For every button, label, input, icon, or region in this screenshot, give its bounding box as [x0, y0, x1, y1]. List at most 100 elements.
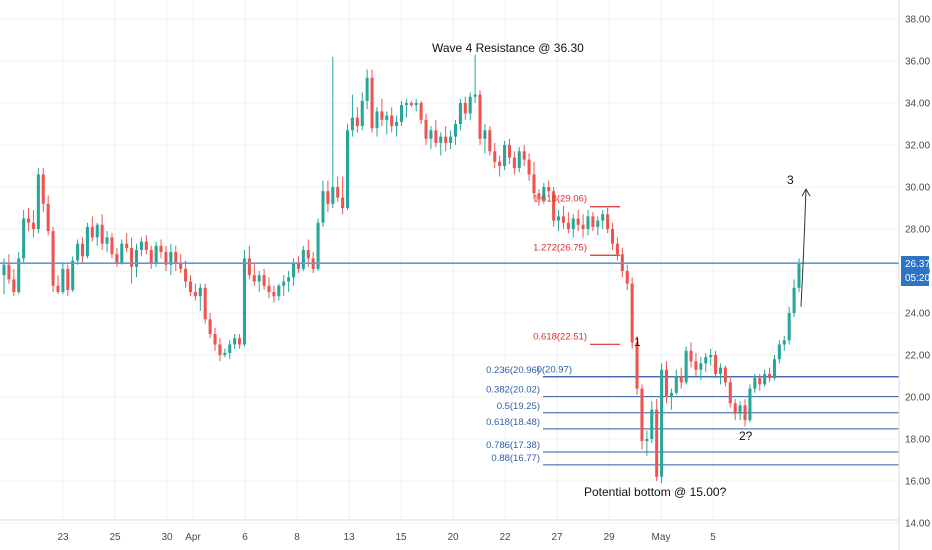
candle	[341, 176, 345, 215]
candle-body	[596, 220, 600, 227]
candle-body	[120, 243, 124, 263]
candle-body	[424, 119, 428, 139]
candle-body	[758, 378, 762, 385]
candle	[635, 336, 639, 395]
candle	[331, 56, 335, 208]
candle	[238, 334, 242, 349]
candle	[2, 258, 6, 295]
candle	[655, 399, 659, 481]
candle-body	[777, 344, 781, 360]
candle-body	[537, 193, 541, 200]
candle	[41, 168, 45, 213]
candle-body	[257, 275, 261, 282]
candle	[777, 340, 781, 364]
x-tick-label: 27	[551, 532, 563, 543]
candle-body	[331, 187, 335, 204]
candle-body	[527, 159, 531, 175]
candle	[203, 283, 207, 324]
candle-body	[601, 214, 605, 221]
candle-body	[203, 287, 207, 320]
candle	[782, 336, 786, 351]
candle-body	[66, 268, 70, 290]
candle	[424, 113, 428, 145]
candle-body	[463, 103, 467, 114]
candle-body	[458, 103, 462, 124]
candle	[134, 243, 139, 278]
fib-blue-label: 0.786(17.38)	[486, 440, 540, 451]
candle-body	[709, 355, 713, 358]
candle-body	[292, 262, 296, 278]
candle	[296, 256, 300, 274]
candle-body	[321, 191, 325, 223]
candle	[542, 182, 546, 204]
candle	[90, 216, 94, 242]
candle-body	[355, 117, 359, 127]
candle-body	[71, 260, 75, 290]
countdown-value: 05:20	[905, 273, 930, 284]
candle	[723, 365, 727, 387]
candle-body	[218, 344, 222, 355]
candle	[159, 239, 163, 259]
y-tick-label: 16.00	[905, 477, 930, 488]
candle-body	[125, 243, 129, 248]
candle-body	[370, 77, 374, 129]
candle	[772, 355, 776, 381]
candle-body	[660, 369, 664, 477]
candle	[282, 275, 286, 297]
fib-blue-label: 0.236(20.96)	[486, 365, 540, 376]
candle-body	[591, 216, 595, 227]
candle	[596, 216, 600, 236]
candle-body	[213, 334, 217, 345]
candle-body	[159, 245, 163, 253]
candle	[380, 98, 384, 127]
candle	[610, 222, 615, 250]
candle	[664, 361, 669, 404]
candle-body	[645, 439, 649, 442]
candle	[272, 285, 276, 303]
candle-body	[51, 231, 55, 286]
candle	[493, 142, 497, 169]
candle	[630, 277, 634, 349]
candle	[395, 115, 399, 137]
candle-body	[718, 367, 723, 374]
candle	[463, 96, 467, 120]
candle-body	[41, 174, 45, 204]
candle-body	[542, 187, 546, 200]
grid	[0, 0, 899, 524]
candle-body	[503, 145, 507, 166]
candle	[76, 239, 80, 265]
candle-body	[615, 243, 619, 255]
candle	[31, 210, 35, 238]
candle-body	[478, 94, 482, 139]
candle	[375, 107, 379, 137]
candle-body	[610, 229, 615, 244]
candle	[252, 262, 256, 286]
candle-body	[507, 145, 511, 158]
x-tick-label: Apr	[185, 532, 201, 543]
x-axis[interactable]: 23 25 30 Apr 6 8 13 15 20 22 27 29 May 5	[57, 532, 716, 543]
candle-body	[635, 342, 639, 389]
candle-body	[179, 262, 183, 269]
candle	[95, 222, 99, 246]
candle	[85, 222, 89, 259]
candle	[689, 342, 693, 368]
candle	[615, 237, 619, 261]
candle	[748, 384, 752, 423]
candle-body	[630, 283, 634, 343]
candle-body	[728, 382, 732, 404]
candle-body	[277, 285, 281, 297]
candle	[483, 124, 487, 154]
y-tick-label: 24.00	[905, 309, 930, 320]
candle-body	[76, 243, 80, 261]
candle	[586, 210, 590, 236]
candle-body	[12, 279, 16, 292]
x-tick-label: 5	[710, 532, 716, 543]
candle	[174, 245, 178, 271]
candle-body	[517, 151, 521, 169]
candle	[110, 233, 114, 259]
candle-body	[787, 313, 791, 341]
candle	[66, 264, 70, 297]
candle	[71, 256, 75, 292]
candle-body	[473, 94, 477, 97]
